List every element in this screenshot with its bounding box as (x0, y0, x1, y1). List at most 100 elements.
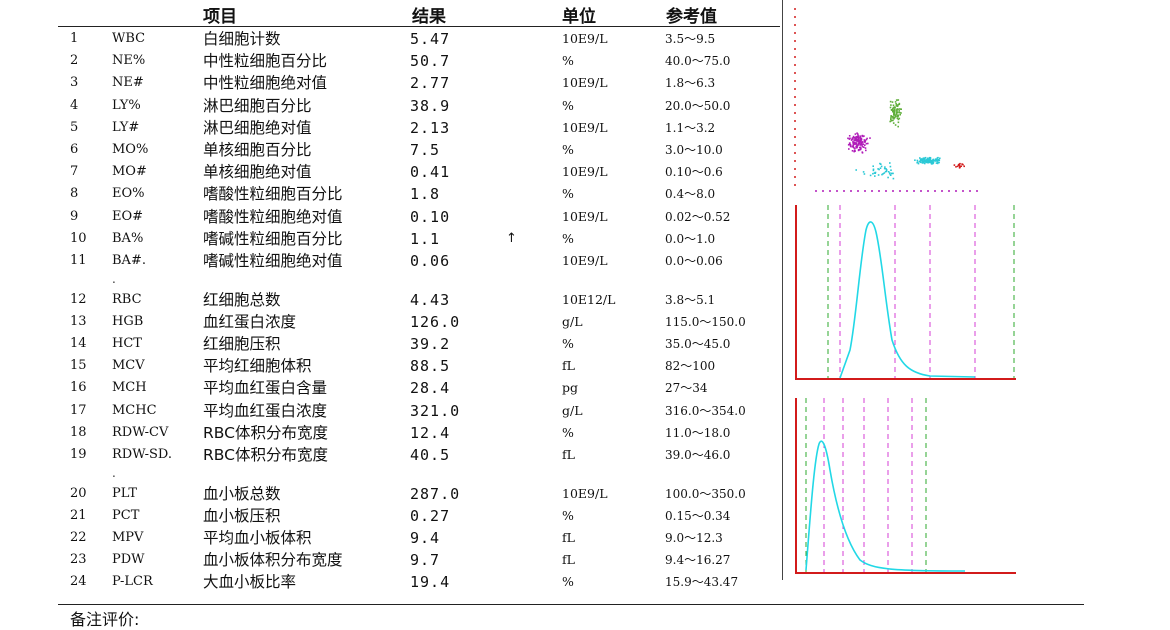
row-no: 11 (70, 253, 87, 268)
row-ref: 1.8～6.3 (665, 76, 716, 91)
scatter-point (895, 111, 898, 114)
scatter-point (890, 104, 892, 106)
row-ref: 3.8～5.1 (665, 293, 716, 307)
scatter-point (863, 139, 866, 141)
row-result: 4.43 (410, 291, 451, 309)
row-unit: % (562, 424, 574, 440)
row-result: 9.4 (410, 529, 441, 548)
header-rule (58, 26, 780, 27)
scatter-point (859, 135, 862, 137)
row-result: 9.7 (410, 551, 441, 570)
row-code: P-LCR (112, 574, 153, 590)
scatter-point (878, 168, 880, 171)
header-item: 项目 (203, 7, 237, 27)
scatter-point (861, 151, 864, 153)
table-row: 23 PDW 血小板体积分布宽度 9.7 fL 9.4～16.27 (0, 549, 780, 571)
scatter-point (939, 157, 941, 160)
scatter-point (924, 162, 926, 165)
row-unit: % (562, 53, 574, 69)
row-ref: 27～34 (665, 381, 708, 396)
row-no: 1 (70, 31, 79, 46)
row-ref: 3.0～10.0 (665, 143, 723, 157)
row-code: NE# (112, 75, 144, 91)
table-row: 2 NE% 中性粒细胞百分比 50.7% 40.0～75.0 (0, 50, 780, 72)
row-unit: 10E9/L (562, 253, 608, 268)
scatter-point (927, 161, 929, 164)
row-unit: % (562, 97, 574, 113)
scatter-point (897, 121, 900, 124)
row-code: BA#. (112, 253, 146, 268)
scatter-point (955, 166, 957, 168)
scatter-point (921, 160, 924, 163)
scatter-point (856, 132, 858, 134)
row-no: 9 (70, 208, 79, 224)
row-result: 0.06 (410, 252, 451, 270)
scatter-point (963, 165, 965, 168)
table-row: 19 RDW-SD. RBC体积分布宽度 40.5 fL 39.0～46.0 (0, 444, 780, 466)
scatter-point (877, 174, 880, 176)
scatter-point (849, 145, 852, 148)
scatter-point (925, 160, 928, 162)
scatter-point (892, 116, 895, 119)
row-code: EO# (112, 208, 144, 224)
row-name: 大血小板比率 (203, 573, 297, 592)
scatter-point (864, 144, 866, 146)
row-ref: 0.10～0.6 (665, 165, 723, 180)
row-ref: 0.0～0.06 (665, 254, 723, 268)
row-unit: 10E9/L (562, 164, 608, 180)
row-no: 23 (70, 552, 87, 568)
scatter-point (855, 146, 857, 148)
row-result: 2.13 (410, 118, 451, 137)
group-separator: . (112, 272, 116, 286)
scatter-point (918, 160, 921, 163)
row-code: BA% (112, 230, 144, 246)
scatter-point (858, 137, 860, 140)
scatter-point (889, 106, 892, 109)
scatter-point (857, 133, 859, 135)
row-name: 血小板压积 (203, 507, 281, 526)
scatter-point (882, 173, 884, 175)
scatter-point (898, 110, 900, 112)
row-result: 0.10 (410, 207, 451, 226)
row-name: 单核细胞绝对值 (203, 163, 312, 182)
row-ref: 0.15～0.34 (665, 509, 731, 524)
scatter-point (858, 144, 860, 146)
row-unit: fL (562, 552, 575, 568)
row-code: MPV (112, 530, 144, 546)
row-name: 平均血小板体积 (203, 529, 312, 548)
scatter-point (852, 145, 855, 147)
header-result: 结果 (412, 7, 446, 27)
row-name: 血小板总数 (203, 485, 281, 503)
scatter-point (933, 158, 935, 161)
scatter-point (916, 161, 919, 163)
row-result: 0.27 (410, 507, 451, 526)
scatter-point (865, 142, 868, 145)
table-row: 10 BA% 嗜碱性粒细胞百分比 1.1 ↑% 0.0～1.0 (0, 228, 780, 250)
scatter-point (893, 113, 895, 115)
scatter-point (898, 103, 901, 105)
row-name: 单核细胞百分比 (203, 141, 312, 159)
row-ref: 40.0～75.0 (665, 54, 731, 69)
scatter-point (889, 100, 892, 103)
row-no: 22 (70, 530, 87, 546)
row-name: 血红蛋白浓度 (203, 313, 297, 332)
row-code: WBC (112, 31, 146, 46)
scatter-point (862, 143, 865, 146)
scatter-point (933, 159, 935, 162)
scatter-point (885, 169, 888, 171)
table-row: 3 NE# 中性粒细胞绝对值 2.77 10E9/L 1.8～6.3 (0, 72, 780, 94)
row-result: 0.41 (410, 163, 451, 182)
row-no: 17 (70, 402, 87, 418)
scatter-point (890, 120, 892, 122)
row-result: 39.2 (410, 335, 451, 354)
row-code: LY# (112, 119, 140, 135)
scatter-point (919, 157, 921, 159)
row-ref: 100.0～350.0 (665, 487, 746, 501)
scatter-point (877, 168, 879, 170)
scatter-point (895, 109, 898, 111)
row-name: 中性粒细胞百分比 (203, 52, 328, 71)
scatter-point (897, 99, 900, 101)
scatter-point (881, 173, 883, 176)
scatter-point (897, 103, 900, 106)
row-code: MO% (112, 142, 149, 157)
